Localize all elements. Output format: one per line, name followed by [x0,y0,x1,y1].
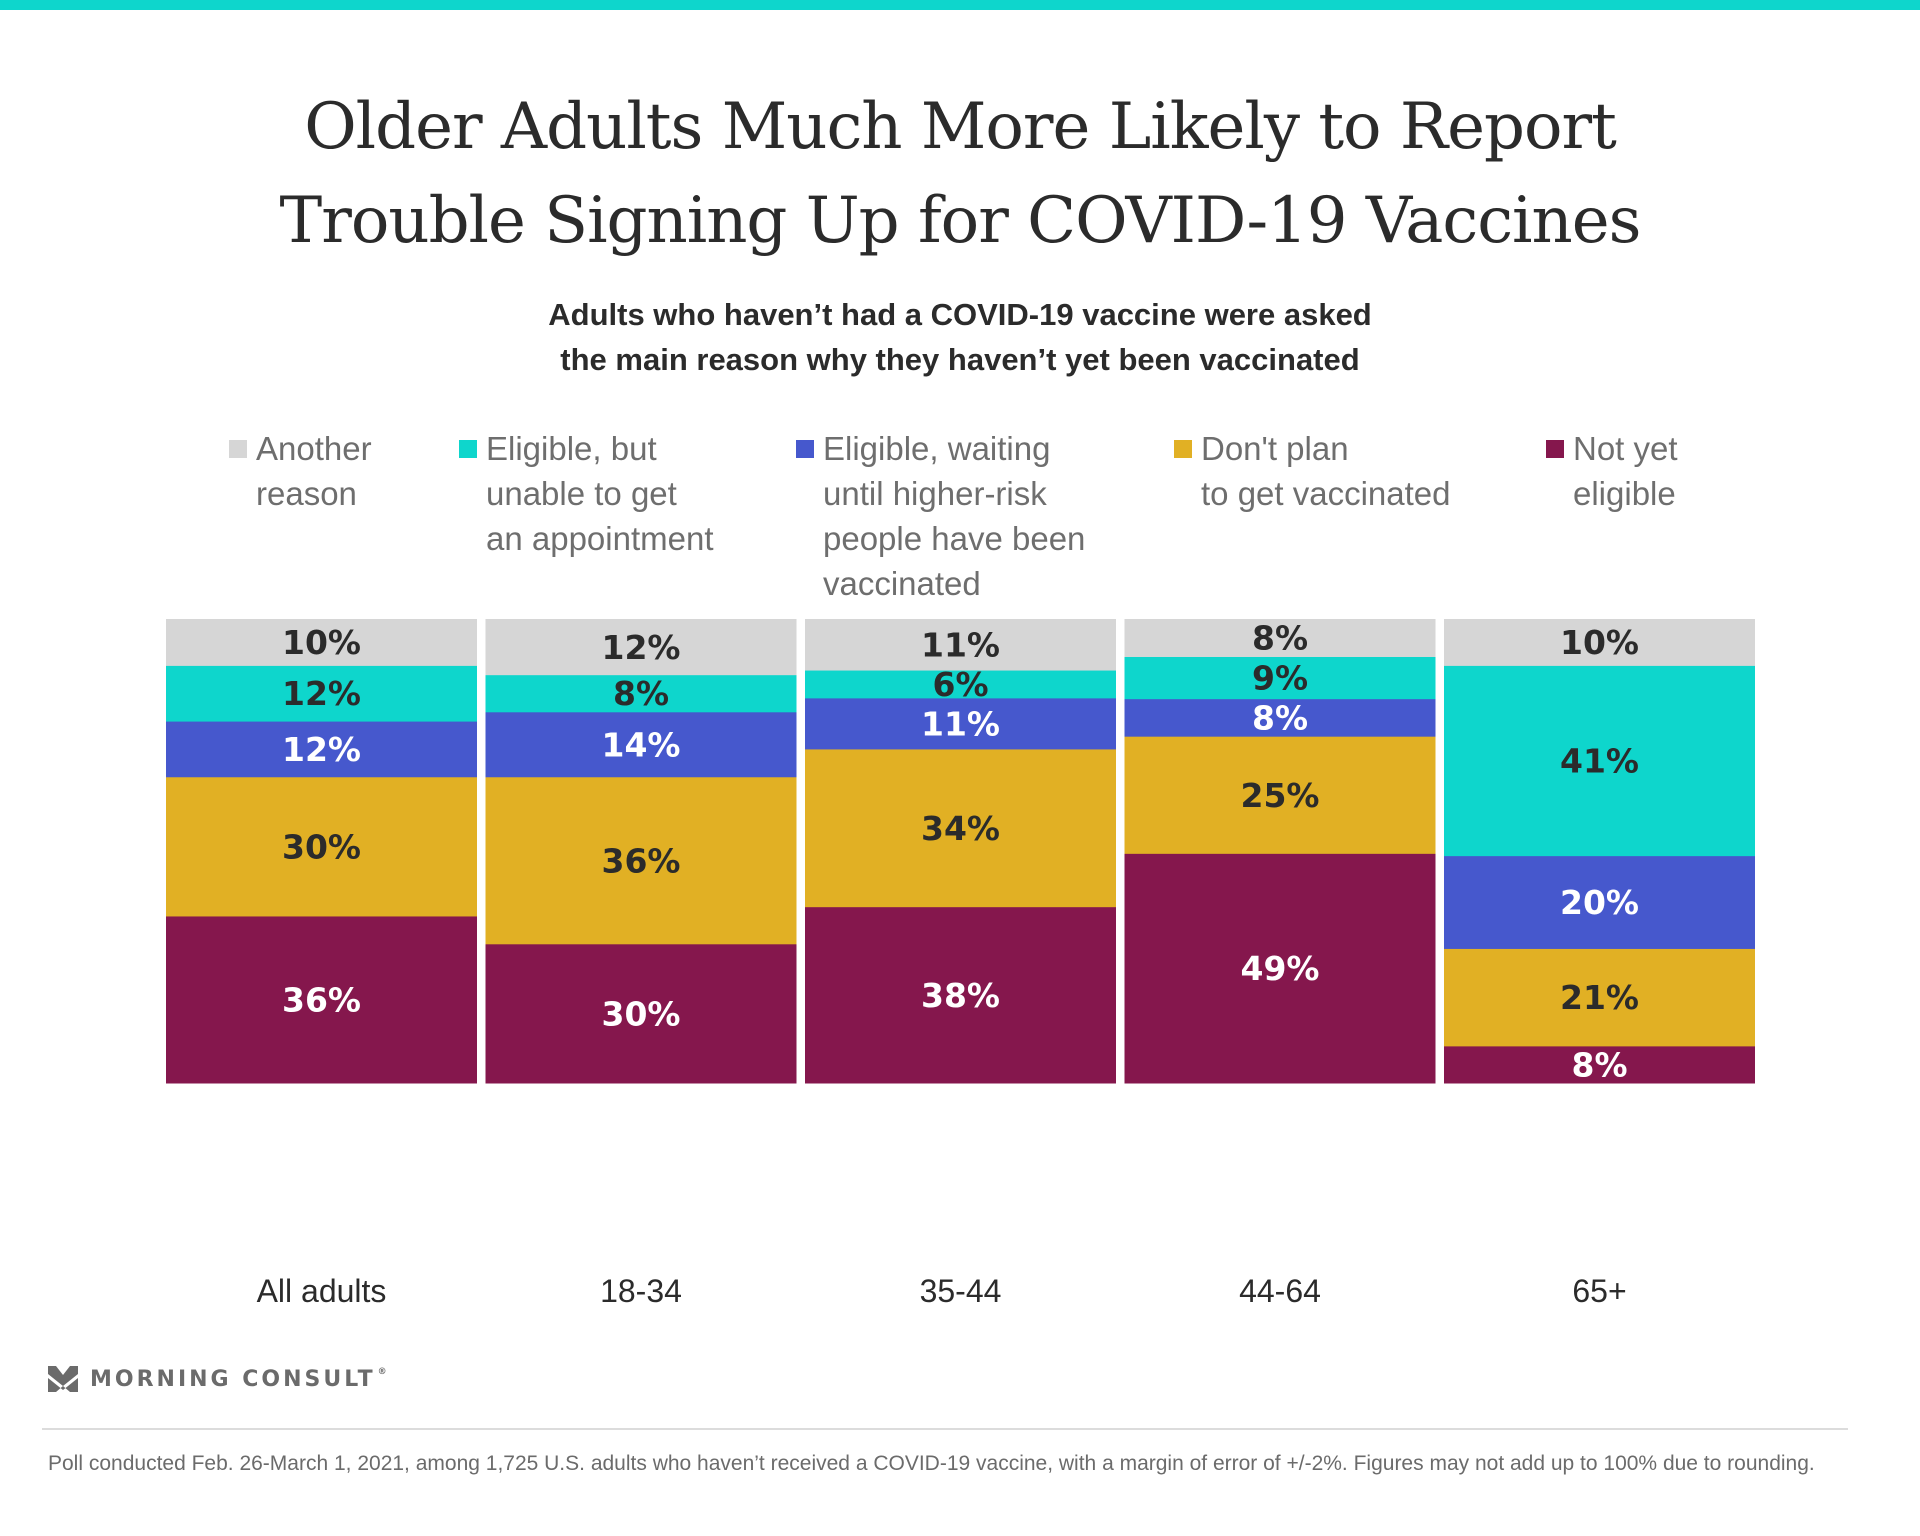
legend-label: Don't plan to get vaccinated [1201,430,1451,512]
bar-segment-eligible-waiting-until-higher-risk-people-have-been-vaccinated [166,721,477,778]
legend-item-dont-plan: Don't plan to get vaccinated [1174,426,1451,516]
bar-group-18-34: 30% 36% 14% 8% 12% 18-34 [485,619,797,1309]
legend-item-waiting-higher-risk: Eligible, waiting until higher-risk peop… [796,426,1085,606]
legend-item-not-yet-eligible: Not yet eligible [1546,426,1678,516]
data-label: 12% [602,628,681,667]
data-label: 10% [282,623,361,662]
bar-segment-eligible-but-unable-to-get-an-appointment [485,674,797,713]
registered-mark: ® [377,1366,390,1377]
data-label: 12% [282,730,361,769]
legend-label: Eligible, waiting until higher-risk peop… [823,430,1086,602]
category-label: 18-34 [600,1273,682,1309]
morning-consult-chevron-icon [48,1366,78,1392]
legend-label: Not yet eligible [1573,430,1678,512]
methodology-note: Poll conducted Feb. 26-March 1, 2021, am… [48,1452,1815,1475]
bar-segment-another-reason [485,619,797,676]
bar-segment-eligible-waiting-until-higher-risk-people-have-been-vaccinated [1124,698,1436,737]
bar-segment-don-t-plan-to-get-vaccinated [1444,948,1755,1047]
bar-segment-not-yet-eligible [805,906,1116,1084]
subtitle-line-1: Adults who haven’t had a COVID-19 vaccin… [548,297,1372,332]
footer-divider [42,1428,1848,1430]
data-label: 36% [602,841,681,880]
chart-subtitle: Adults who haven’t had a COVID-19 vaccin… [0,292,1920,382]
top-accent-bar [0,0,1920,10]
data-label: 11% [921,704,1000,743]
bar-segment-not-yet-eligible [1444,1045,1755,1084]
bar-segment-don-t-plan-to-get-vaccinated [485,776,797,945]
bar-segment-don-t-plan-to-get-vaccinated [1124,736,1436,854]
data-label: 21% [1560,978,1639,1017]
data-label: 14% [602,725,681,764]
legend-swatch [796,440,814,458]
category-label: All adults [257,1273,387,1309]
subtitle-line-2: the main reason why they haven’t yet bee… [560,342,1360,377]
data-label: 6% [932,665,988,704]
bar-group-35-44: 38% 34% 11%6%11% 35-44 [805,619,1116,1309]
data-label: 30% [602,994,681,1033]
data-label: 38% [921,976,1000,1015]
legend-swatch [459,440,477,458]
legend-item-another-reason: Another reason [229,426,372,516]
bar-segment-eligible-but-unable-to-get-an-appointment [166,665,477,722]
bar-segment-another-reason [166,619,477,666]
brand-logo: MORNING CONSULT ® [48,1366,390,1392]
legend-swatch [1546,440,1564,458]
bar-group-44-64: 49% 25% 8%9%8% 44-64 [1124,619,1436,1309]
data-label: 8% [1571,1045,1627,1084]
data-label: 12% [282,674,361,713]
data-label: 36% [282,980,361,1019]
legend-item-unable-appointment: Eligible, but unable to get an appointme… [459,426,714,561]
category-label: 65+ [1572,1273,1626,1309]
category-label: 44-64 [1239,1273,1321,1309]
bar-segment-eligible-but-unable-to-get-an-appointment [805,670,1116,699]
legend-swatch [1174,440,1192,458]
category-label: 35-44 [920,1273,1002,1309]
bar-segment-don-t-plan-to-get-vaccinated [805,748,1116,908]
title-line-1: Older Adults Much More Likely to Report [304,90,1617,164]
bar-segment-eligible-waiting-until-higher-risk-people-have-been-vaccinated [1444,855,1755,949]
legend-label: Eligible, but unable to get an appointme… [486,430,714,557]
bar-segment-eligible-but-unable-to-get-an-appointment [1124,656,1436,700]
data-label: 8% [613,674,669,713]
title-line-2: Trouble Signing Up for COVID-19 Vaccines [279,184,1642,258]
data-label: 20% [1560,883,1639,922]
chart-title: Older Adults Much More Likely to Report … [0,80,1920,268]
bar-segment-another-reason [1444,619,1755,666]
bar-segment-eligible-but-unable-to-get-an-appointment [1444,665,1755,857]
brand-name: MORNING CONSULT ® [90,1366,390,1392]
data-label: 49% [1241,949,1320,988]
stacked-bar-chart: 36% 30% 12% 12% 10% All adults 30% 36% 14% 8% 12% 1… [166,619,1755,1309]
bar-segment-don-t-plan-to-get-vaccinated [166,776,477,917]
data-label: 25% [1241,776,1320,815]
bar-segment-another-reason [1124,619,1436,657]
bar-segment-another-reason [805,619,1116,671]
data-label: 10% [1560,623,1639,662]
data-label: 8% [1252,698,1308,737]
legend-label: Another reason [256,430,372,512]
bar-segment-eligible-waiting-until-higher-risk-people-have-been-vaccinated [485,711,797,778]
bar-segment-not-yet-eligible [485,943,797,1084]
data-label: 34% [921,809,1000,848]
data-label: 9% [1252,659,1308,698]
bar-segment-not-yet-eligible [166,915,477,1084]
bar-segment-eligible-waiting-until-higher-risk-people-have-been-vaccinated [805,697,1116,750]
data-label: 8% [1252,619,1308,658]
data-label: 11% [921,626,1000,665]
data-label: 41% [1560,742,1639,781]
bar-group-65: 8% 21% 20% 41% 10% 65+ [1444,619,1755,1309]
legend-swatch [229,440,247,458]
data-label: 30% [282,827,361,866]
bar-group-all-adults: 36% 30% 12% 12% 10% All adults [166,619,477,1309]
bar-segment-not-yet-eligible [1124,853,1436,1084]
